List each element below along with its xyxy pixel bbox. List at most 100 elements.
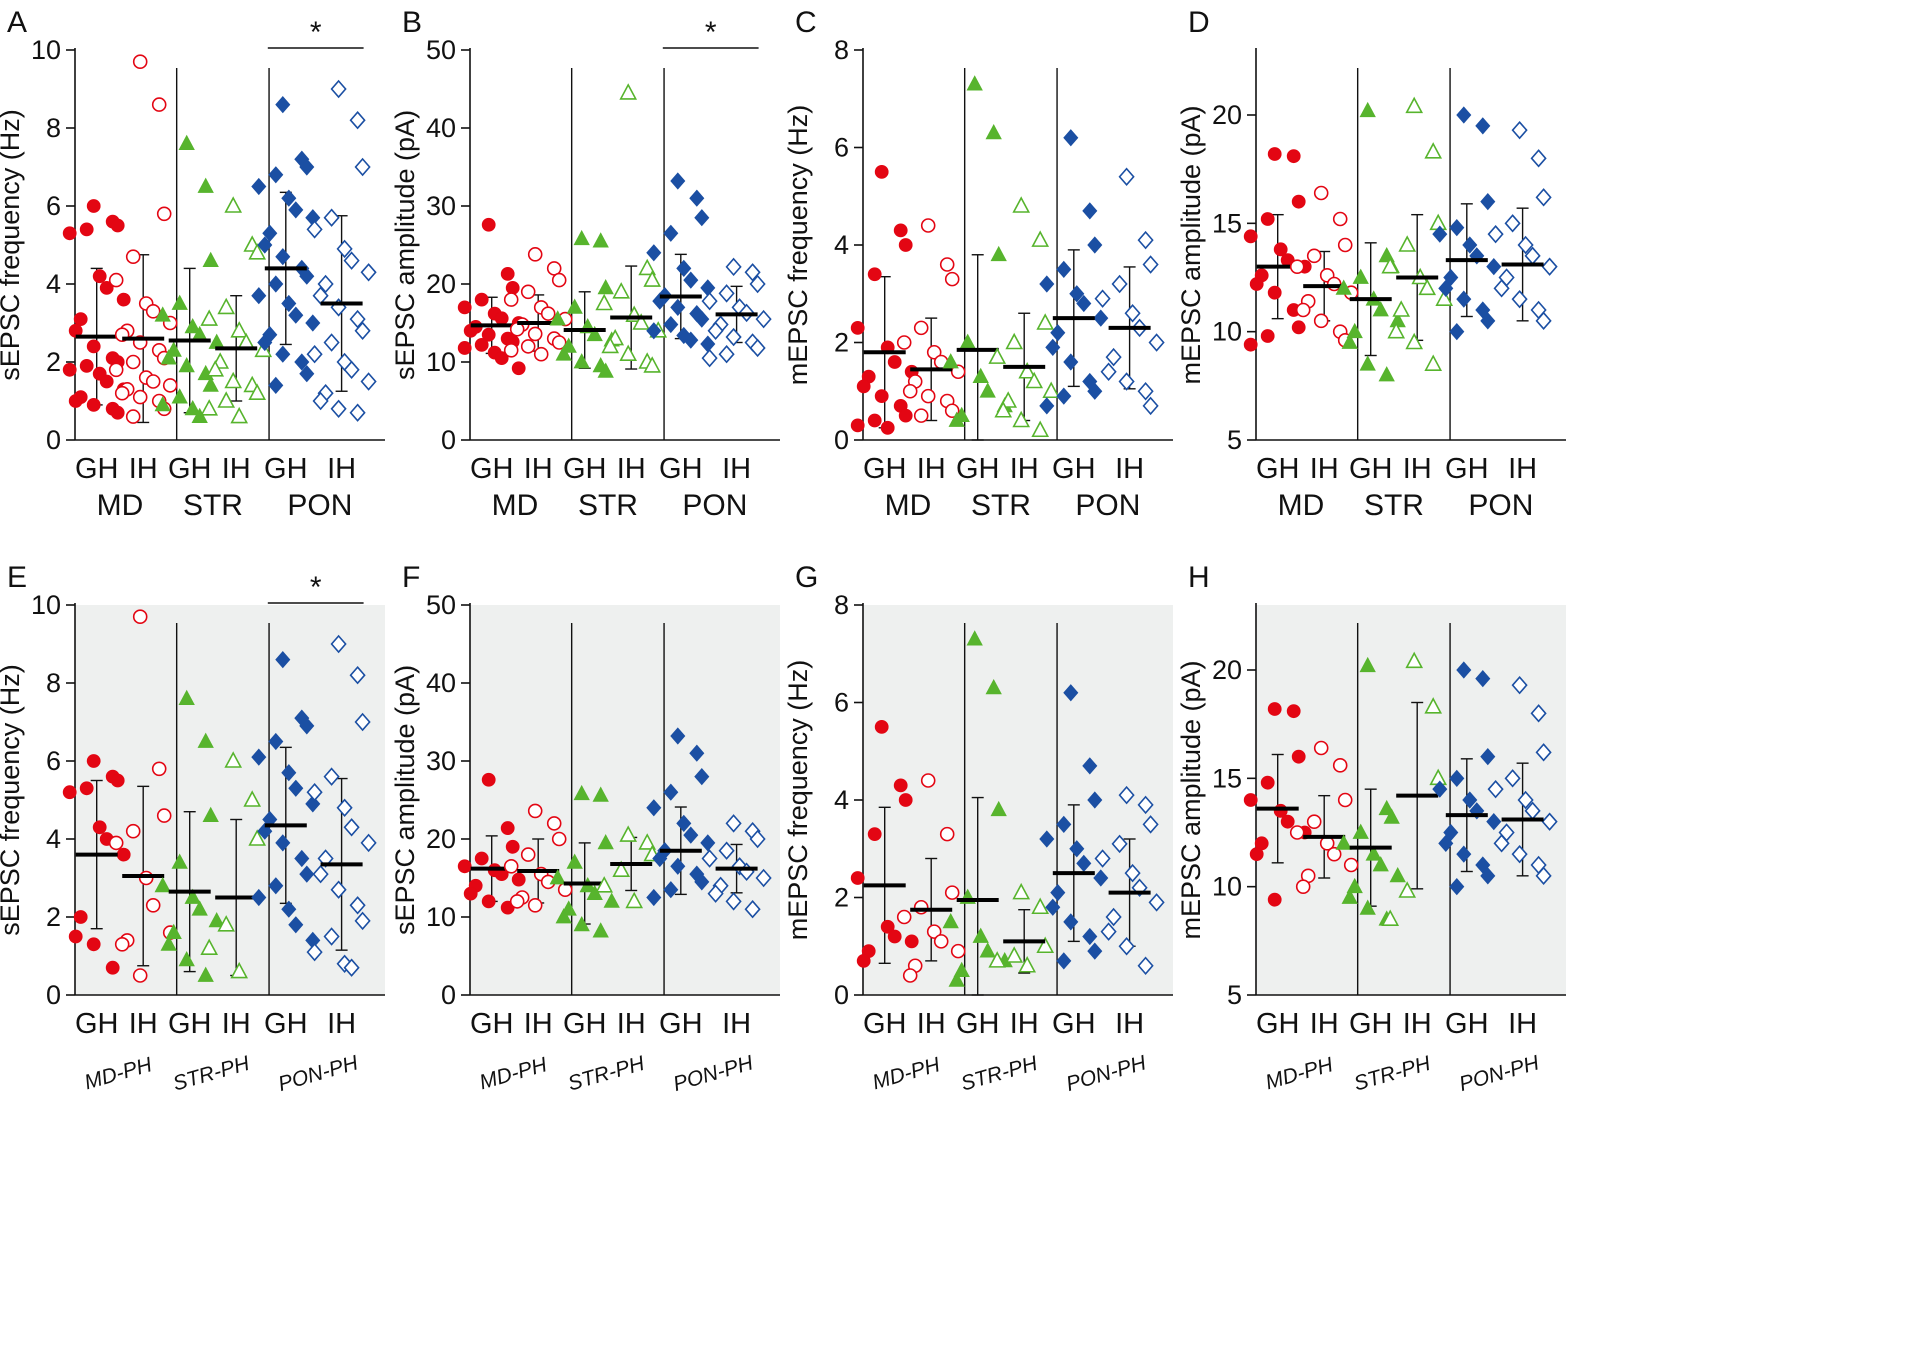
data-point [73,910,88,924]
series-0 [850,719,919,968]
series-1 [503,803,573,913]
data-point [1295,879,1311,894]
data-point [1335,834,1352,850]
data-point [979,382,996,398]
data-point [549,869,566,885]
panel-letter: D [1188,6,1210,39]
y-tick-label: 2 [46,902,61,932]
y-tick-label: 10 [426,347,456,377]
data-point [343,251,360,270]
data-point [1475,670,1491,688]
data-point [132,609,148,625]
category-label: IH [222,453,251,485]
category-label: GH [659,453,703,485]
data-point [1082,757,1098,775]
data-point [527,247,543,262]
data-point [1056,952,1072,970]
y-tick-label: 8 [834,35,849,65]
data-point [1332,211,1348,227]
y-tick-label: 0 [834,980,849,1010]
data-point [1530,149,1547,168]
data-point [867,267,882,282]
data-point [694,209,710,227]
data-point [1462,236,1478,254]
panel-letter: C [795,6,817,39]
category-label: IH [1115,1008,1144,1040]
data-point [349,896,366,915]
data-point [638,258,657,276]
data-point [1289,825,1305,840]
data-point [1087,942,1103,960]
data-point [1378,366,1395,382]
data-point [913,320,929,336]
group-label: PON [287,489,352,522]
data-point [1267,702,1282,716]
data-point [1424,697,1443,714]
data-point [1243,793,1258,807]
data-point [1405,96,1424,114]
data-point [527,897,543,913]
y-axis-label: sEPSC amplitude (pA) [390,110,420,380]
data-point [86,199,101,213]
group-label: PON-PH [276,1051,362,1096]
data-point [125,249,141,265]
data-point [527,803,543,819]
data-point [202,376,219,392]
data-point [330,79,347,99]
data-point [1462,791,1478,809]
data-point [1260,212,1275,226]
data-point [1530,704,1547,723]
data-point [1286,149,1301,164]
data-point [1486,258,1502,276]
data-point [856,953,871,968]
data-point [62,226,77,241]
data-point [108,835,124,851]
data-point [200,399,219,416]
data-point [1405,651,1424,669]
data-point [913,899,929,915]
data-point [171,388,188,404]
data-point [850,871,865,885]
panel-letter: E [7,561,27,594]
group-label: MD [885,489,932,522]
data-point [619,825,638,842]
category-label: GH [1052,1008,1096,1040]
y-tick-label: 10 [31,590,61,620]
data-point [1359,355,1376,371]
data-point [1326,846,1342,862]
data-point [1063,684,1079,702]
category-label: GH [956,453,1000,485]
data-point [1012,410,1031,428]
data-point [1326,276,1342,292]
group-label: PON-PH [671,1051,757,1096]
data-point [619,83,638,100]
data-point [1480,312,1496,330]
data-point [178,951,195,967]
data-point [1291,194,1306,209]
category-label: GH [168,453,212,485]
data-point [950,364,966,380]
data-point [850,418,865,433]
data-point [145,897,161,913]
category-label: GH [863,453,907,485]
data-point [1365,845,1382,861]
data-point [184,399,201,416]
data-point [1031,420,1050,438]
data-point [595,876,614,893]
data-point [1142,815,1159,834]
data-point [601,336,620,354]
data-point [725,257,742,277]
series-2 [154,134,225,423]
y-tick-label: 5 [1227,980,1242,1010]
data-point [948,411,965,427]
data-point [1398,881,1417,898]
data-point [1341,333,1358,349]
data-point [503,858,519,874]
data-point [874,164,889,179]
data-point [944,885,960,900]
data-point [494,311,509,326]
data-point [540,306,556,321]
category-label: IH [222,1008,251,1040]
data-point [1045,898,1061,916]
y-tick-label: 8 [46,668,61,698]
